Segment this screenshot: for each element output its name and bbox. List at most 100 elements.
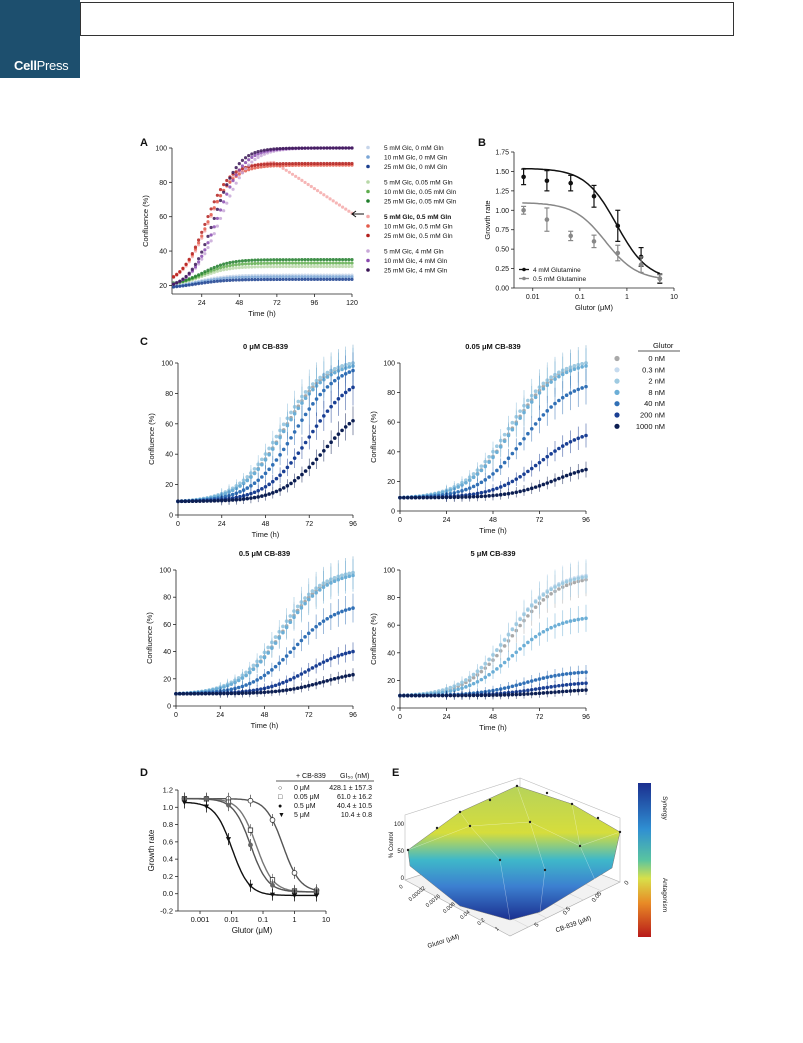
- data-point: [350, 277, 354, 282]
- data-point: [487, 657, 491, 662]
- data-point: [343, 651, 348, 656]
- data-point: [343, 372, 348, 376]
- y-tick-label: 60: [387, 623, 395, 630]
- table-gi50: 10.4 ± 0.8: [341, 812, 372, 819]
- data-point: [270, 491, 275, 495]
- data-point: [456, 485, 460, 489]
- data-point: [206, 241, 210, 245]
- data-point: [197, 282, 201, 286]
- data-point: [259, 165, 263, 169]
- data-point: [240, 164, 245, 168]
- data-point: [541, 413, 546, 417]
- data-point: [314, 682, 318, 686]
- data-point: [270, 684, 274, 689]
- data-point: [206, 245, 210, 250]
- data-point: [249, 484, 253, 488]
- data-point: [325, 409, 330, 413]
- data-point: [315, 146, 320, 150]
- data-point: [533, 678, 538, 682]
- data-point: [557, 583, 561, 587]
- data-point: [253, 265, 257, 269]
- data-point: [274, 458, 279, 462]
- data-point: [332, 370, 337, 375]
- data-point: [273, 689, 278, 694]
- data-point: [267, 446, 271, 451]
- data-point: [568, 439, 573, 444]
- surface-point: [498, 858, 502, 862]
- data-point: [340, 367, 344, 372]
- data-point: [545, 481, 550, 485]
- y-axis-label: Confluence (%): [145, 612, 154, 664]
- data-point: [187, 271, 191, 275]
- data-point: [347, 264, 351, 269]
- data-point: [237, 176, 241, 180]
- data-point: [560, 683, 565, 688]
- data-point: [281, 162, 285, 166]
- data-point: [259, 162, 263, 167]
- data-point: [290, 275, 295, 279]
- data-point: [491, 493, 495, 498]
- data-point: [234, 278, 238, 282]
- x-axis-label: Time (h): [252, 530, 280, 539]
- y-axis-label: Confluence (%): [147, 413, 156, 465]
- data-point: [498, 663, 503, 668]
- data-point: [347, 673, 352, 678]
- data-point: [285, 441, 290, 446]
- data-point: [299, 685, 304, 690]
- data-point: [325, 261, 329, 265]
- data-point: [262, 265, 266, 269]
- data-point: [297, 161, 301, 166]
- legend-entry: 10 mM Glc, 0 mM Gln: [384, 155, 448, 162]
- data-point: [334, 264, 338, 269]
- data-point: [190, 267, 194, 271]
- data-point: [256, 165, 260, 170]
- data-point: [297, 258, 301, 262]
- data-point: [243, 167, 248, 171]
- data-point: [291, 870, 298, 876]
- data-point: [557, 446, 561, 451]
- data-point: [247, 258, 251, 263]
- data-point: [452, 495, 457, 500]
- surface-point: [468, 824, 472, 828]
- data-point: [572, 367, 577, 372]
- data-point: [277, 689, 282, 693]
- data-point: [256, 495, 261, 499]
- data-point: [218, 194, 223, 198]
- x-tick-label: 1: [625, 294, 629, 301]
- data-point: [471, 675, 476, 680]
- data-point: [460, 686, 464, 690]
- data-point: [256, 258, 260, 262]
- data-point: [192, 691, 197, 696]
- data-point: [225, 183, 229, 187]
- data-point: [197, 238, 201, 242]
- surface-point: [596, 816, 600, 820]
- data-point: [347, 146, 351, 150]
- series-a-4: [171, 261, 354, 285]
- data-point: [253, 151, 257, 155]
- data-point: [518, 416, 522, 420]
- y-axis-label: Growth rate: [483, 200, 492, 239]
- surface-point: [488, 798, 492, 802]
- data-point: [287, 275, 291, 279]
- data-point: [225, 276, 229, 280]
- surface-point: [543, 868, 547, 872]
- data-point: [290, 264, 295, 269]
- y-tick-label: 60: [163, 622, 171, 629]
- data-point: [580, 362, 584, 366]
- data-point: [225, 691, 230, 696]
- data-point: [193, 274, 198, 278]
- legend-marker: [522, 267, 526, 272]
- data-point: [526, 688, 530, 693]
- data-point: [259, 265, 263, 269]
- data-point: [560, 444, 565, 448]
- data-point: [174, 691, 178, 696]
- data-point: [483, 675, 488, 680]
- data-point: [266, 651, 270, 655]
- data-point: [564, 583, 569, 588]
- data-point: [572, 389, 577, 393]
- data-point: [225, 278, 229, 283]
- data-point: [541, 381, 546, 386]
- data-point: [245, 475, 250, 479]
- data-point: [218, 691, 223, 696]
- data-point: [247, 827, 254, 833]
